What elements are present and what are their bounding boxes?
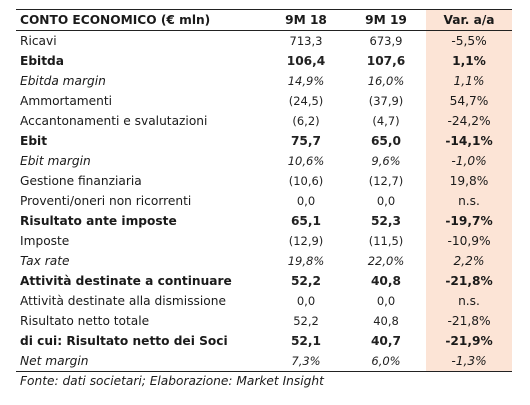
row-value-9m19: (11,5)	[368, 234, 404, 248]
table-body: Ricavi 713,3 673,9 -5,5% Ebitda 106,4 107,6 1,1…	[16, 30, 512, 372]
row-value-9m18: 10,6%	[287, 154, 325, 168]
header-9m18: 9M 18	[266, 9, 346, 31]
table-row: Attività destinate a continuare 52,2 40,8 -…	[16, 271, 512, 291]
table-row: Ammortamenti (24,5) (37,9) 54,7%	[16, 91, 512, 111]
header-9m19: 9M 19	[346, 9, 426, 31]
row-value-9m18: (24,5)	[288, 94, 324, 108]
row-value-9m18: 65,1	[290, 214, 322, 228]
row-variation: -24,2%	[426, 111, 512, 131]
row-value-9m18: 0,0	[296, 194, 316, 208]
row-value-9m19: 40,7	[370, 334, 402, 348]
row-value-9m19: 0,0	[376, 294, 396, 308]
table-row: Ricavi 713,3 673,9 -5,5%	[16, 30, 512, 51]
table-row: Ebit margin 10,6% 9,6% -1,0%	[16, 151, 512, 171]
row-variation: -5,5%	[426, 30, 512, 51]
row-label: di cui: Risultato netto dei Soci	[20, 334, 228, 348]
row-label: Ricavi	[20, 34, 57, 48]
row-value-9m19: 6,0%	[346, 351, 426, 372]
row-value-9m19: (37,9)	[368, 94, 404, 108]
row-value-9m18: (12,9)	[288, 234, 324, 248]
row-value-9m18: 52,2	[293, 314, 319, 328]
row-value-9m18: 75,7	[290, 134, 322, 148]
table-row: Ebitda margin 14,9% 16,0% 1,1%	[16, 71, 512, 91]
row-variation: -19,7%	[426, 211, 512, 231]
source-note: Fonte: dati societari; Elaborazione: Mar…	[20, 374, 324, 388]
table-header-row: CONTO ECONOMICO (€ mln) 9M 18 9M 19 Var.…	[16, 9, 512, 31]
row-variation: -10,9%	[426, 231, 512, 251]
row-value-9m18: (6,2)	[292, 114, 320, 128]
row-value-9m18: 52,2	[290, 274, 322, 288]
row-value-9m18: (10,6)	[288, 174, 324, 188]
row-value-9m19: 9,6%	[371, 154, 401, 168]
table-row: Gestione finanziaria (10,6) (12,7) 19,8%	[16, 171, 512, 191]
table-row: Attività destinate alla dismissione 0,0 0,…	[16, 291, 512, 311]
row-label: Proventi/oneri non ricorrenti	[20, 194, 192, 208]
table-row: Risultato netto totale 52,2 40,8 -21,8%	[16, 311, 512, 331]
row-value-9m19: 16,0%	[367, 74, 405, 88]
row-label: Risultato ante imposte	[20, 214, 177, 228]
row-variation: 2,2%	[426, 251, 512, 271]
row-value-9m18: 713,3	[289, 34, 323, 48]
row-value-9m18: 106,4	[286, 54, 326, 68]
income-statement-table: CONTO ECONOMICO (€ mln) 9M 18 9M 19 Var.…	[16, 9, 512, 372]
row-variation: -1,0%	[426, 151, 512, 171]
row-variation: n.s.	[426, 291, 512, 311]
row-variation: n.s.	[426, 191, 512, 211]
table-row: Imposte (12,9) (11,5) -10,9%	[16, 231, 512, 251]
row-label: Tax rate	[20, 254, 70, 268]
row-variation: -1,3%	[426, 351, 512, 372]
row-value-9m19: 40,8	[370, 274, 402, 288]
table-row: Accantonamenti e svalutazioni (6,2) (4,7) -…	[16, 111, 512, 131]
row-label: Gestione finanziaria	[20, 174, 142, 188]
row-value-9m19: 673,9	[369, 34, 403, 48]
row-value-9m18: 14,9%	[287, 74, 325, 88]
row-value-9m18: 52,1	[290, 334, 322, 348]
row-value-9m19: 52,3	[370, 214, 402, 228]
row-label: Ebit margin	[20, 154, 91, 168]
row-value-9m19: 0,0	[376, 194, 396, 208]
row-variation: -14,1%	[426, 131, 512, 151]
row-label: Ebit	[20, 134, 48, 148]
row-value-9m18: 0,0	[296, 294, 316, 308]
table-row: di cui: Risultato netto dei Soci 52,1 40,7…	[16, 331, 512, 351]
row-label: Accantonamenti e svalutazioni	[20, 114, 208, 128]
row-variation: 1,1%	[426, 71, 512, 91]
row-variation: -21,8%	[426, 271, 512, 291]
row-value-9m18: 7,3%	[266, 351, 346, 372]
table-row: Tax rate 19,8% 22,0% 2,2%	[16, 251, 512, 271]
table-row: Ebitda 106,4 107,6 1,1%	[16, 51, 512, 71]
row-value-9m18: 19,8%	[287, 254, 325, 268]
row-label: Ebitda margin	[20, 74, 106, 88]
row-label: Ammortamenti	[20, 94, 113, 108]
row-label: Attività destinate alla dismissione	[20, 294, 226, 308]
row-label: Ebitda	[20, 54, 65, 68]
table-row: Net margin 7,3% 6,0% -1,3%	[16, 351, 512, 372]
row-variation: -21,9%	[426, 331, 512, 351]
row-value-9m19: (4,7)	[372, 114, 400, 128]
row-label: Net margin	[16, 351, 266, 372]
row-variation: 19,8%	[426, 171, 512, 191]
table-row: Risultato ante imposte 65,1 52,3 -19,7%	[16, 211, 512, 231]
table-row: Proventi/oneri non ricorrenti 0,0 0,0 n.s.	[16, 191, 512, 211]
row-label: Imposte	[20, 234, 70, 248]
table-row: Ebit 75,7 65,0 -14,1%	[16, 131, 512, 151]
income-statement-table-wrapper: CONTO ECONOMICO (€ mln) 9M 18 9M 19 Var.…	[16, 9, 512, 372]
row-value-9m19: 40,8	[373, 314, 399, 328]
row-value-9m19: 22,0%	[367, 254, 405, 268]
row-variation: -21,8%	[426, 311, 512, 331]
row-value-9m19: 107,6	[366, 54, 406, 68]
row-label: Risultato netto totale	[20, 314, 150, 328]
row-value-9m19: 65,0	[370, 134, 402, 148]
row-value-9m19: (12,7)	[368, 174, 404, 188]
header-variation: Var. a/a	[426, 9, 512, 31]
row-label: Attività destinate a continuare	[20, 274, 232, 288]
row-variation: 1,1%	[426, 51, 512, 71]
header-label: CONTO ECONOMICO (€ mln)	[16, 9, 266, 31]
row-variation: 54,7%	[426, 91, 512, 111]
